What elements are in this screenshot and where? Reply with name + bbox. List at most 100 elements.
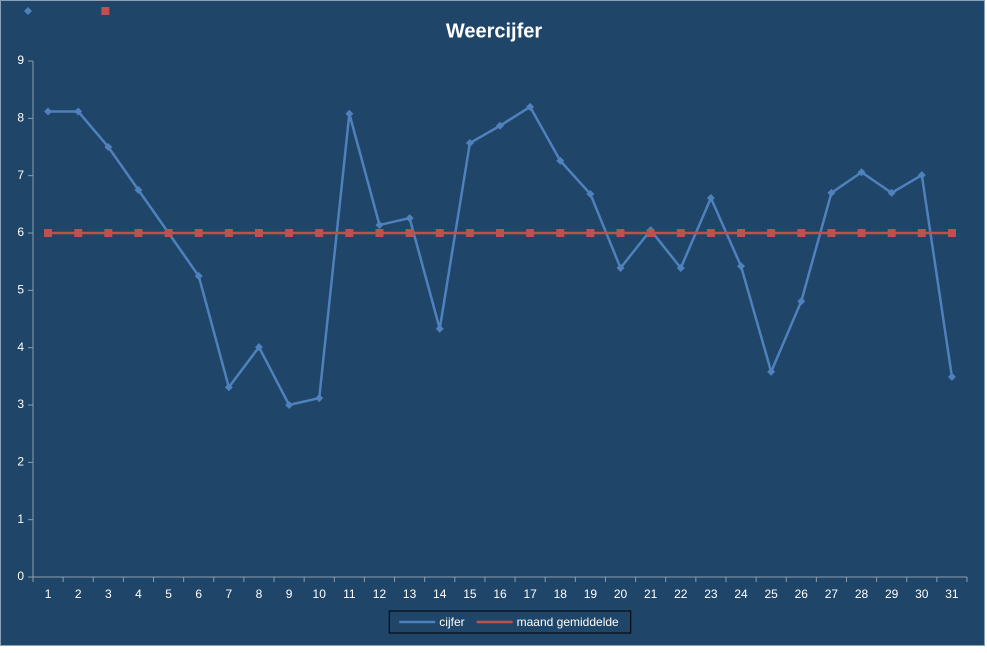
point-marker bbox=[224, 229, 233, 237]
point-marker bbox=[947, 372, 956, 381]
x-tick-label: 28 bbox=[855, 587, 869, 601]
legend: cijfer maand gemiddelde bbox=[388, 610, 632, 634]
point-marker bbox=[224, 383, 233, 392]
point-marker bbox=[44, 107, 53, 116]
x-tick-label: 14 bbox=[433, 587, 447, 601]
point-marker bbox=[104, 143, 113, 151]
point-marker bbox=[285, 229, 294, 237]
point-marker bbox=[435, 324, 444, 333]
x-tick-label: 4 bbox=[135, 587, 142, 601]
point-marker bbox=[616, 263, 625, 272]
point-marker bbox=[887, 229, 896, 237]
x-tick-label: 24 bbox=[734, 587, 748, 601]
point-marker bbox=[526, 102, 535, 111]
legend-marker bbox=[101, 7, 110, 15]
x-tick-label: 9 bbox=[286, 587, 293, 601]
legend-label: maand gemiddelde bbox=[517, 615, 619, 629]
point-marker bbox=[947, 229, 956, 237]
y-tick-label: 0 bbox=[17, 569, 24, 583]
x-tick-label: 13 bbox=[403, 587, 417, 601]
point-marker bbox=[375, 220, 384, 229]
point-marker bbox=[737, 262, 746, 271]
legend-label: cijfer bbox=[439, 615, 464, 629]
point-marker bbox=[134, 186, 143, 194]
point-marker bbox=[194, 229, 203, 237]
x-tick-label: 7 bbox=[225, 587, 232, 601]
y-tick-label: 5 bbox=[17, 283, 24, 297]
point-marker bbox=[134, 229, 143, 237]
point-marker bbox=[737, 229, 746, 237]
point-marker bbox=[496, 121, 504, 130]
x-tick-label: 18 bbox=[554, 587, 568, 601]
legend-marker bbox=[24, 7, 32, 15]
point-marker bbox=[315, 229, 324, 237]
x-tick-label: 27 bbox=[825, 587, 839, 601]
y-tick-label: 3 bbox=[17, 397, 24, 411]
point-marker bbox=[646, 229, 655, 237]
point-marker bbox=[465, 229, 474, 237]
point-marker bbox=[706, 194, 715, 203]
x-tick-label: 25 bbox=[764, 587, 778, 601]
x-tick-label: 8 bbox=[256, 587, 263, 601]
point-marker bbox=[254, 343, 263, 352]
x-tick-label: 20 bbox=[614, 587, 628, 601]
point-marker bbox=[315, 394, 324, 403]
point-marker bbox=[676, 229, 685, 237]
x-tick-label: 19 bbox=[584, 587, 598, 601]
point-marker bbox=[797, 297, 806, 306]
point-marker bbox=[767, 367, 776, 376]
x-tick-label: 5 bbox=[165, 587, 172, 601]
x-tick-label: 12 bbox=[373, 587, 387, 601]
x-tick-label: 1 bbox=[45, 587, 52, 601]
y-tick-label: 4 bbox=[17, 340, 24, 354]
point-marker bbox=[917, 171, 926, 180]
x-tick-label: 31 bbox=[945, 587, 959, 601]
point-marker bbox=[194, 272, 203, 280]
y-tick-label: 7 bbox=[17, 168, 24, 182]
point-marker bbox=[405, 214, 414, 223]
point-marker bbox=[556, 229, 565, 237]
point-marker bbox=[44, 229, 53, 237]
point-marker bbox=[827, 188, 836, 197]
point-marker bbox=[375, 229, 384, 237]
y-tick-label: 2 bbox=[17, 455, 24, 469]
y-tick-label: 8 bbox=[17, 111, 24, 125]
chart-title: Weercijfer bbox=[446, 20, 543, 42]
x-tick-label: 16 bbox=[493, 587, 507, 601]
point-marker bbox=[345, 229, 354, 237]
x-tick-label: 22 bbox=[674, 587, 688, 601]
x-tick-label: 17 bbox=[523, 587, 537, 601]
x-tick-label: 15 bbox=[463, 587, 477, 601]
point-marker bbox=[465, 138, 474, 147]
point-marker bbox=[526, 229, 535, 237]
point-marker bbox=[887, 188, 896, 197]
point-marker bbox=[556, 156, 565, 165]
x-tick-label: 10 bbox=[313, 587, 327, 601]
point-marker bbox=[74, 229, 83, 237]
point-marker bbox=[767, 229, 776, 237]
x-tick-label: 6 bbox=[195, 587, 202, 601]
x-tick-label: 26 bbox=[795, 587, 809, 601]
point-marker bbox=[586, 229, 595, 237]
y-tick-label: 6 bbox=[17, 225, 24, 239]
point-marker bbox=[797, 229, 806, 237]
point-marker bbox=[616, 229, 625, 237]
x-tick-label: 23 bbox=[704, 587, 718, 601]
y-tick-label: 9 bbox=[17, 53, 24, 67]
point-marker bbox=[345, 109, 354, 118]
point-marker bbox=[917, 229, 926, 237]
x-tick-label: 21 bbox=[644, 587, 658, 601]
point-marker bbox=[285, 401, 294, 409]
point-marker bbox=[405, 229, 414, 237]
point-marker bbox=[254, 229, 263, 237]
point-marker bbox=[496, 229, 504, 237]
point-marker bbox=[74, 107, 83, 116]
x-tick-label: 3 bbox=[105, 587, 112, 601]
x-tick-label: 29 bbox=[885, 587, 899, 601]
point-marker bbox=[586, 190, 595, 199]
point-marker bbox=[104, 229, 113, 237]
legend-box bbox=[388, 610, 632, 634]
